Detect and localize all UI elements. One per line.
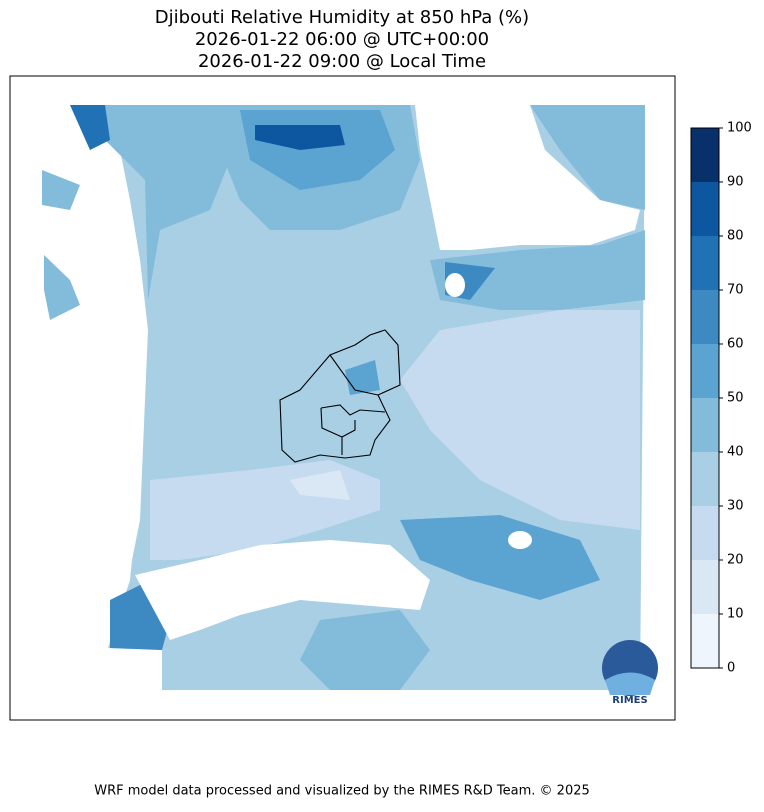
colorbar-band [691,560,719,614]
colorbar-tick-label: 10 [727,607,744,622]
colorbar-band [691,290,719,344]
colorbar-band [691,452,719,506]
colorbar-band [691,236,719,290]
colorbar-tick-label: 30 [727,499,744,514]
colorbar-band [691,506,719,560]
colorbar-band [691,128,719,182]
field-40-50 [530,105,645,210]
title-line: 2026-01-22 09:00 @ Local Time [198,51,486,72]
colorbar-band [691,182,719,236]
map: RIMES [9,75,676,721]
colorbar-band [691,614,719,668]
colorbar-tick-label: 70 [727,283,744,298]
colorbar-tick-label: 20 [727,553,744,568]
country-border [279,329,401,463]
colorbar-band [691,344,719,398]
colorbar-tick-label: 50 [727,391,744,406]
title-line: Djibouti Relative Humidity at 850 hPa (%… [155,7,529,28]
colorbar: 0 10 20 30 40 50 60 70 80 90 100 [690,121,752,676]
footer: WRF model data processed and visualized … [94,784,590,799]
colorbar-tick-label: 100 [727,121,752,136]
field-20-30 [400,310,640,530]
field-70-80 [70,105,110,150]
colorbar-tick-label: 90 [727,175,744,190]
field-40-50 [300,610,430,690]
field-80-90 [255,125,345,150]
field-50-60 [400,515,600,600]
missing-data [508,531,532,549]
colorbar-tick-label: 40 [727,445,744,460]
colorbar-tick-label: 60 [727,337,744,352]
field-40-50 [70,105,230,300]
logo-text: RIMES [612,695,647,706]
field-40-50 [44,255,80,320]
missing-data [415,105,640,250]
field-10-20 [290,470,350,500]
missing-data [445,273,465,297]
colorbar-tick-label: 0 [727,661,735,676]
colorbar-tick-label: 80 [727,229,744,244]
title-line: 2026-01-22 06:00 @ UTC+00:00 [195,29,489,50]
field-40-50 [430,230,645,310]
field-40-50 [42,170,80,210]
missing-data [135,540,430,640]
logo-wave [605,672,655,695]
field-50-60 [345,360,380,395]
colorbar-band [691,398,719,452]
